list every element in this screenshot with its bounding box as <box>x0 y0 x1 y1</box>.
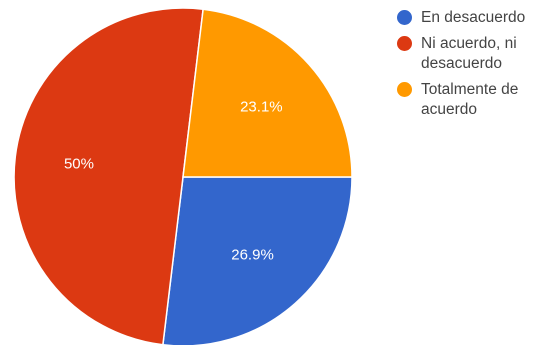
pie-slice-totalmente-de-acuerdo[interactable] <box>182 8 353 178</box>
pie-slice-en-desacuerdo[interactable] <box>162 176 353 345</box>
legend-item-ni-acuerdo[interactable]: Ni acuerdo, ni desacuerdo <box>397 34 549 74</box>
legend-label-ni-acuerdo: Ni acuerdo, ni desacuerdo <box>421 35 517 72</box>
pie-slice-label-2: 23.1% <box>240 98 283 115</box>
legend-label-en-desacuerdo: En desacuerdo <box>421 9 526 26</box>
legend-label-totalmente-de-acuerdo: Totalmente de acuerdo <box>421 81 519 118</box>
legend-swatch-en-desacuerdo <box>397 10 412 25</box>
pie-slice-label-0: 26.9% <box>231 246 274 263</box>
pie-slice-ni-acuerdo-ni-desacuerdo[interactable] <box>13 7 204 345</box>
legend-item-totalmente-de-acuerdo[interactable]: Totalmente de acuerdo <box>397 80 549 120</box>
legend-swatch-ni-acuerdo <box>397 36 412 51</box>
legend-item-en-desacuerdo[interactable]: En desacuerdo <box>397 8 549 28</box>
legend-swatch-totalmente-de-acuerdo <box>397 82 412 97</box>
chart-legend: En desacuerdo Ni acuerdo, ni desacuerdo … <box>397 8 549 126</box>
pie-slice-label-1: 50% <box>64 155 94 172</box>
